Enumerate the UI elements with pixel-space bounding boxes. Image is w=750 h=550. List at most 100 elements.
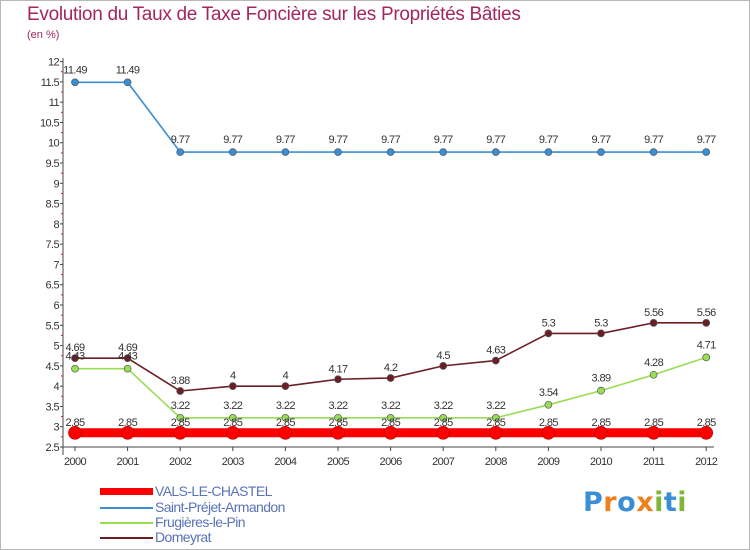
- logo-letter: i: [677, 487, 688, 518]
- data-label: 4.17: [328, 363, 347, 375]
- data-point: [176, 413, 185, 422]
- data-point: [173, 426, 187, 440]
- y-tick-label: 4.5: [46, 361, 60, 373]
- data-label: 3.88: [171, 375, 190, 387]
- data-point: [702, 148, 711, 156]
- data-point: [702, 319, 711, 327]
- data-label: 5.56: [644, 307, 663, 319]
- x-tick-label: 2001: [117, 456, 140, 468]
- data-label: 9.77: [223, 134, 242, 146]
- y-tick-label: 3: [53, 422, 59, 434]
- data-point: [383, 426, 398, 440]
- y-tick-label: 7.5: [46, 239, 60, 251]
- data-label: 4.63: [486, 345, 505, 357]
- y-tick-label: 11.5: [41, 77, 60, 89]
- data-label: 2.85: [591, 417, 610, 429]
- data-label: 2.85: [697, 417, 716, 429]
- y-tick-label: 6: [53, 300, 59, 312]
- data-point: [699, 426, 714, 440]
- data-point: [228, 148, 237, 156]
- data-label: 4.43: [65, 351, 84, 363]
- data-point: [439, 362, 448, 370]
- data-point: [278, 426, 293, 440]
- data-point: [123, 364, 132, 373]
- x-tick-label: 2008: [485, 456, 508, 468]
- data-point: [334, 148, 342, 156]
- legend-label: Saint-Préjet-Armandon: [155, 499, 285, 515]
- legend-swatch: [100, 488, 153, 495]
- data-label: 9.77: [486, 134, 505, 146]
- data-point: [488, 426, 503, 440]
- data-label: 2.85: [434, 417, 453, 429]
- data-label: 9.77: [171, 134, 190, 146]
- data-label: 2.85: [644, 417, 663, 429]
- data-point: [702, 353, 711, 362]
- data-label: 3.22: [328, 400, 347, 412]
- data-point: [649, 148, 658, 156]
- x-tick-label: 2004: [274, 456, 297, 468]
- data-label: 5.3: [542, 317, 556, 329]
- data-point: [228, 382, 237, 390]
- data-point: [334, 413, 342, 422]
- data-label: 4.71: [697, 339, 716, 351]
- legend-label: Domeyrat: [155, 529, 211, 545]
- data-point: [491, 413, 500, 422]
- y-tick-label: 2.5: [46, 442, 60, 454]
- data-label: 2.85: [118, 417, 137, 429]
- data-label: 9.77: [381, 134, 400, 146]
- data-point: [597, 386, 605, 395]
- logo-letter: P: [583, 487, 604, 518]
- legend-swatch: [100, 522, 153, 524]
- data-point: [123, 78, 132, 87]
- data-label: 9.77: [539, 134, 558, 146]
- data-point: [541, 426, 556, 440]
- data-label: 9.77: [644, 134, 663, 146]
- data-label: 2.85: [65, 417, 84, 429]
- data-point: [281, 148, 290, 156]
- legend-swatch: [100, 507, 153, 509]
- logo-letter: x: [636, 487, 655, 518]
- logo-letter: t: [663, 487, 678, 518]
- data-point: [68, 426, 82, 440]
- data-point: [386, 413, 395, 422]
- data-label: 3.89: [591, 373, 610, 385]
- logo-letter: i: [654, 487, 664, 518]
- y-tick-label: 8: [53, 219, 59, 231]
- data-label: 2.85: [328, 417, 347, 429]
- data-point: [228, 413, 237, 422]
- legend-label: VALS-LE-CHASTEL: [155, 483, 272, 499]
- data-label: 4.5: [436, 350, 450, 362]
- data-label: 4.43: [118, 351, 137, 363]
- y-tick-label: 9: [53, 178, 59, 190]
- y-tick-label: 12: [48, 57, 60, 69]
- data-point: [226, 426, 240, 440]
- data-label: 5.56: [697, 307, 716, 319]
- y-tick-label: 5: [53, 341, 59, 353]
- data-point: [491, 356, 500, 365]
- data-label: 9.77: [328, 134, 347, 146]
- data-label: 3.22: [223, 400, 242, 412]
- data-point: [176, 148, 185, 156]
- data-point: [597, 148, 605, 156]
- data-label: 11.49: [116, 64, 140, 76]
- legend-label: Frugières-le-Pin: [155, 514, 246, 530]
- data-label: 3.54: [539, 387, 558, 399]
- x-tick-label: 2000: [64, 456, 87, 468]
- data-label: 9.77: [434, 134, 453, 146]
- data-label: 4.69: [118, 342, 137, 354]
- data-point: [281, 413, 290, 422]
- y-tick-label: 11: [49, 97, 60, 109]
- data-point: [123, 354, 132, 363]
- x-tick-label: 2006: [380, 456, 403, 468]
- x-tick-label: 2012: [695, 456, 718, 468]
- data-label: 9.77: [276, 134, 295, 146]
- data-point: [386, 374, 395, 382]
- data-label: 11.49: [63, 64, 87, 76]
- data-label: 9.77: [591, 134, 610, 146]
- data-point: [597, 329, 605, 338]
- x-tick-label: 2007: [432, 456, 455, 468]
- data-point: [649, 370, 658, 379]
- data-point: [281, 382, 290, 390]
- data-label: 2.85: [486, 417, 505, 429]
